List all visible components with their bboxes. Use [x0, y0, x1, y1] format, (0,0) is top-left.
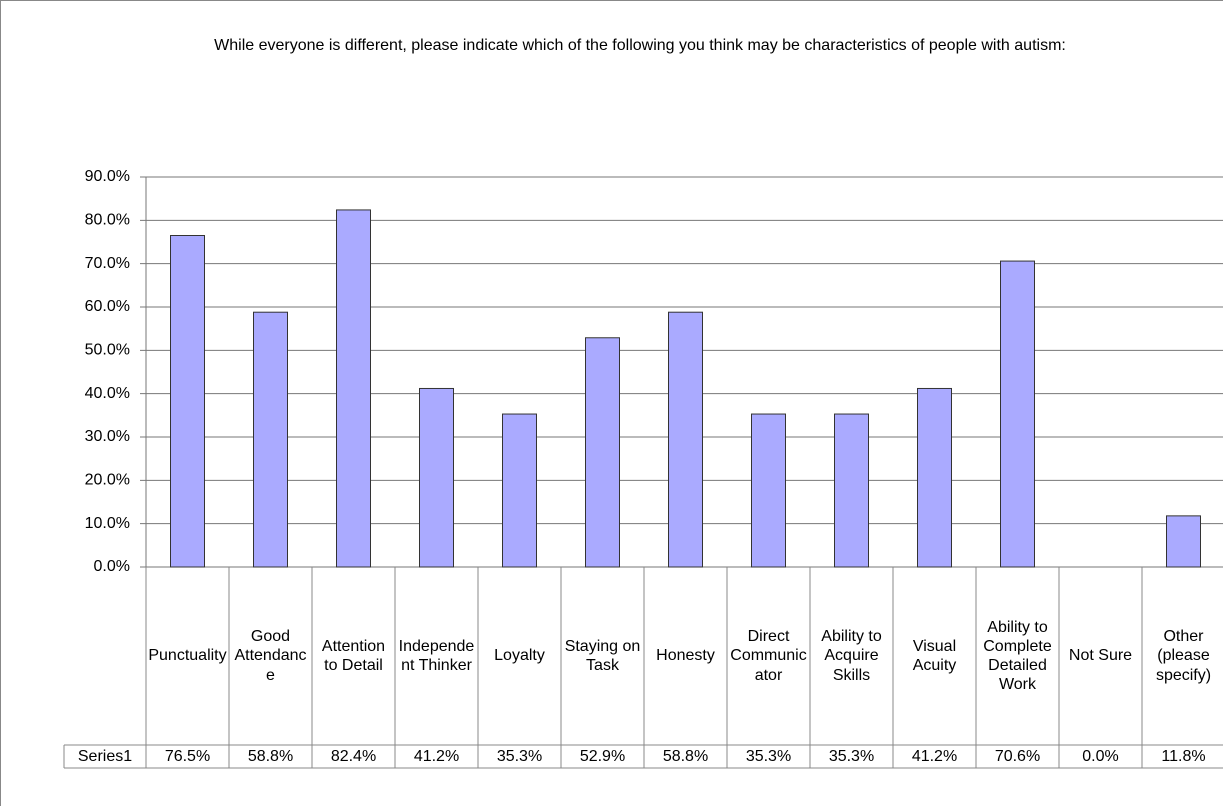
- x-tick-label: Staying on Task: [564, 637, 641, 674]
- value-label: 58.8%: [662, 747, 709, 765]
- bar: [1166, 515, 1201, 568]
- x-tick-label: Direct Communicator: [730, 628, 807, 684]
- x-tick-label: Ability to Complete Detailed Work: [983, 618, 1052, 694]
- value-label: 41.2%: [911, 747, 958, 765]
- x-tick-label: Ability to Acquire Skills: [821, 628, 882, 684]
- y-tick-label: 0.0%: [94, 558, 130, 575]
- value-label: 11.8%: [1161, 747, 1206, 765]
- value-label: 52.9%: [579, 747, 626, 765]
- x-tick-label: Not Sure: [1068, 647, 1133, 665]
- bar: [834, 413, 869, 568]
- value-label: 82.4%: [330, 747, 377, 765]
- bar: [1000, 260, 1035, 568]
- bar: [170, 235, 205, 568]
- bar: [668, 311, 703, 568]
- bar: [336, 209, 371, 568]
- value-label: 0.0%: [1082, 747, 1119, 765]
- x-tick-label: Attention to Detail: [321, 637, 386, 674]
- value-label: 70.6%: [994, 747, 1041, 765]
- bar: [751, 413, 786, 568]
- x-tick-label: Other (please specify): [1155, 628, 1212, 684]
- y-tick-label: 80.0%: [85, 212, 130, 229]
- y-tick-label: 20.0%: [85, 472, 130, 489]
- bar: [585, 337, 620, 568]
- value-label: 41.2%: [413, 747, 460, 765]
- x-tick-label: Visual Acuity: [912, 637, 957, 674]
- y-tick-label: 50.0%: [85, 342, 130, 359]
- value-label: 35.3%: [745, 747, 792, 765]
- x-tick-label: Independent Thinker: [398, 637, 475, 674]
- y-tick-label: 10.0%: [85, 515, 130, 532]
- y-tick-label: 60.0%: [85, 298, 130, 315]
- series-name: Series1: [77, 747, 133, 765]
- bar: [253, 311, 288, 568]
- bar: [419, 387, 454, 568]
- x-tick-label: Loyalty: [494, 647, 545, 665]
- x-tick-label: Honesty: [656, 647, 715, 665]
- x-tick-label: Good Attendance: [234, 628, 307, 684]
- value-label: 76.5%: [164, 747, 211, 765]
- y-tick-label: 70.0%: [85, 255, 130, 272]
- value-label: 35.3%: [496, 747, 543, 765]
- y-tick-label: 90.0%: [85, 168, 130, 185]
- bar: [502, 413, 537, 568]
- chart-title: While everyone is different, please indi…: [214, 37, 1066, 54]
- y-tick-label: 30.0%: [85, 428, 130, 445]
- x-tick-label: Punctuality: [148, 647, 227, 665]
- bar: [917, 387, 952, 568]
- value-label: 35.3%: [828, 747, 875, 765]
- y-tick-label: 40.0%: [85, 385, 130, 402]
- value-label: 58.8%: [247, 747, 294, 765]
